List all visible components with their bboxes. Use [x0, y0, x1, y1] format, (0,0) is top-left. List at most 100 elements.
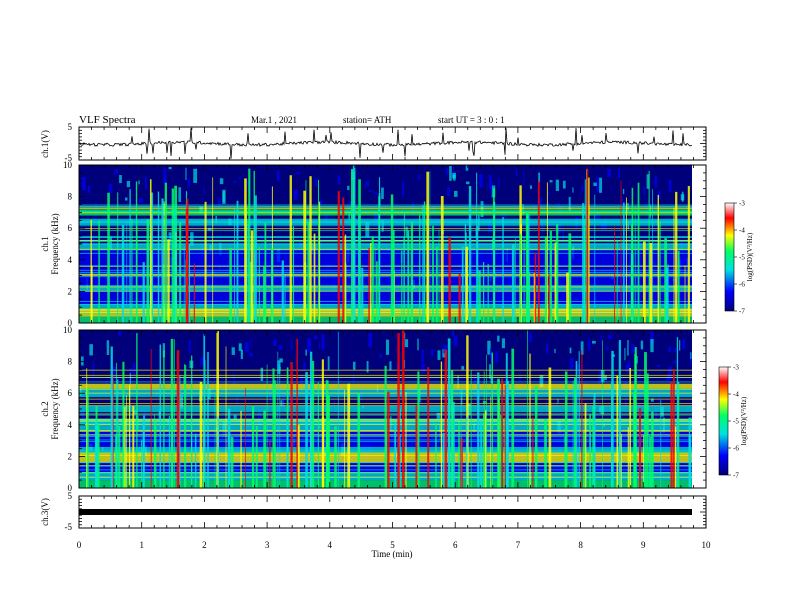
spectrogram-sferic-streak: [350, 168, 354, 323]
spectrogram-sferic-streak: [155, 419, 157, 488]
spectrogram-harmonic-line: [79, 221, 692, 223]
spectrogram-sferic-streak: [423, 201, 426, 323]
spectrogram-sferic-streak: [115, 362, 117, 488]
ch3-waveform-panel: 5 -5 ch.3(V) 0 1 2 3 4 5 6 7 8 9 10 Time (min): [40, 491, 711, 559]
spectrogram-sferic-streak: [170, 338, 174, 488]
spectrogram-sferic-streak: [142, 422, 145, 488]
spectrogram-noise-cell: [480, 201, 484, 218]
spectrogram-sferic-streak: [451, 401, 455, 488]
ch1-spectrogram-heatmap: [79, 165, 706, 323]
spectrogram-sferic-streak: [556, 224, 559, 323]
spectrogram-sferic-streak: [578, 351, 580, 488]
spectrogram-sferic-streak: [230, 437, 234, 488]
spectrogram-noise-cell: [495, 351, 499, 363]
spectrogram-sferic-streak: [167, 239, 170, 323]
spectrogram-noise-cell: [106, 340, 110, 355]
spectrogram-sferic-streak: [171, 188, 175, 323]
spectrogram-harmonic-line: [79, 303, 692, 305]
spectrogram-sferic-streak: [528, 272, 531, 323]
spectrogram-noise-cell: [190, 232, 194, 246]
spectrogram-sferic-streak: [254, 195, 257, 323]
frequency-tick-label: 6: [68, 223, 73, 233]
spectrogram-noise-cell: [652, 401, 654, 407]
spectrogram-noise-cell: [417, 338, 419, 351]
spectrogram-sferic-streak: [236, 200, 239, 323]
time-axis-tick-labels: 0 1 2 3 4 5 6 7 8 9 10: [77, 540, 711, 550]
spectrogram-sferic-streak: [279, 363, 281, 488]
spectrogram-harmonic-line: [79, 211, 692, 212]
spectrogram-sferic-streak: [554, 242, 557, 323]
spectrogram-sferic-streak: [587, 177, 590, 323]
spectrogram-sferic-streak: [203, 333, 206, 488]
spectrogram-noise-cell: [627, 221, 630, 230]
header-station: station= ATH: [343, 115, 392, 125]
spectrogram-noise-cell: [245, 181, 249, 184]
spectrogram-noise-cell: [365, 222, 370, 238]
spectrogram-noise-cell: [682, 339, 686, 350]
spectrogram-sferic-streak: [159, 344, 162, 488]
spectrogram-noise-cell: [117, 374, 120, 383]
spectrogram-noise-cell: [599, 177, 603, 193]
spectrogram-noise-cell: [404, 331, 406, 339]
spectrogram-sferic-streak: [174, 339, 175, 488]
spectrogram-sferic-streak: [440, 361, 443, 488]
spectrogram-sferic-streak: [448, 236, 451, 323]
spectrogram-noise-cell: [650, 331, 654, 345]
time-tick-label: 1: [139, 540, 144, 550]
spectrogram-harmonic-line: [79, 205, 692, 207]
spectrogram-noise-cell: [133, 409, 138, 415]
spectrogram-noise-cell: [489, 364, 491, 379]
spectrogram-sferic-streak: [548, 274, 551, 323]
spectrogram-frequency-band: [79, 304, 692, 311]
spectrogram-noise-cell: [673, 348, 678, 352]
spectrogram-noise-cell: [278, 345, 283, 350]
spectrogram-noise-cell: [457, 375, 459, 390]
spectrogram-sferic-streak: [90, 219, 92, 323]
spectrogram-sferic-streak: [207, 351, 209, 488]
spectrogram-sferic-streak: [309, 351, 313, 488]
frequency-tick-label: 0: [68, 318, 73, 328]
spectrogram-noise-cell: [596, 177, 600, 193]
spectrogram-harmonic-line: [79, 265, 692, 267]
colorbar-tick-label: -5: [739, 254, 745, 262]
spectrogram-harmonic-line: [79, 239, 692, 241]
spectrogram-sferic-streak: [96, 423, 100, 488]
spectrogram-noise-cell: [178, 187, 182, 202]
spectrogram-sferic-streak: [402, 330, 405, 488]
spectrogram-noise-cell: [593, 182, 597, 187]
spectrogram-sferic-streak: [674, 426, 677, 488]
spectrogram-sferic-streak: [515, 238, 516, 323]
spectrogram-sferic-streak: [673, 369, 675, 488]
spectrogram-noise-cell: [138, 197, 143, 204]
spectrogram-sferic-streak: [344, 234, 347, 323]
spectrogram-noise-cell: [650, 398, 654, 402]
spectrogram-sferic-streak: [589, 414, 591, 488]
spectrogram-harmonic-line: [79, 236, 692, 238]
spectrogram-noise-cell: [488, 223, 492, 233]
spectrogram-noise-cell: [654, 176, 658, 188]
spectrogram-sferic-streak: [568, 233, 572, 323]
spectrogram-sferic-streak: [435, 246, 438, 323]
spectrogram-sferic-streak: [284, 274, 286, 323]
ch2-channel-label: ch.2: [40, 401, 50, 416]
spectrogram-sferic-streak: [194, 433, 197, 488]
spectrogram-sferic-streak: [188, 244, 191, 323]
spectrogram-sferic-streak: [164, 182, 167, 323]
spectrogram-noise-cell: [365, 180, 370, 187]
spectrogram-noise-cell: [324, 214, 329, 223]
spectrogram-sferic-streak: [676, 337, 679, 488]
spectrogram-sferic-streak: [511, 348, 515, 488]
ch2-colorbar-ticks: -3 -4 -5 -6 -7: [728, 364, 739, 480]
spectrogram-noise-cell: [352, 361, 356, 370]
spectrogram-noise-cell: [300, 375, 303, 384]
spectrogram-sferic-streak: [146, 219, 150, 323]
spectrogram-sferic-streak: [649, 243, 653, 323]
spectrogram-sferic-streak: [274, 380, 276, 488]
spectrogram-sferic-streak: [422, 205, 424, 323]
frequency-tick-label: 6: [68, 388, 73, 398]
spectrogram-noise-cell: [596, 212, 600, 221]
spectrogram-sferic-streak: [86, 388, 89, 488]
spectrogram-noise-cell: [608, 335, 613, 339]
spectrogram-sferic-streak: [135, 181, 138, 323]
ch1-waveform-panel: 5 -5 ch.1(V): [40, 122, 707, 163]
